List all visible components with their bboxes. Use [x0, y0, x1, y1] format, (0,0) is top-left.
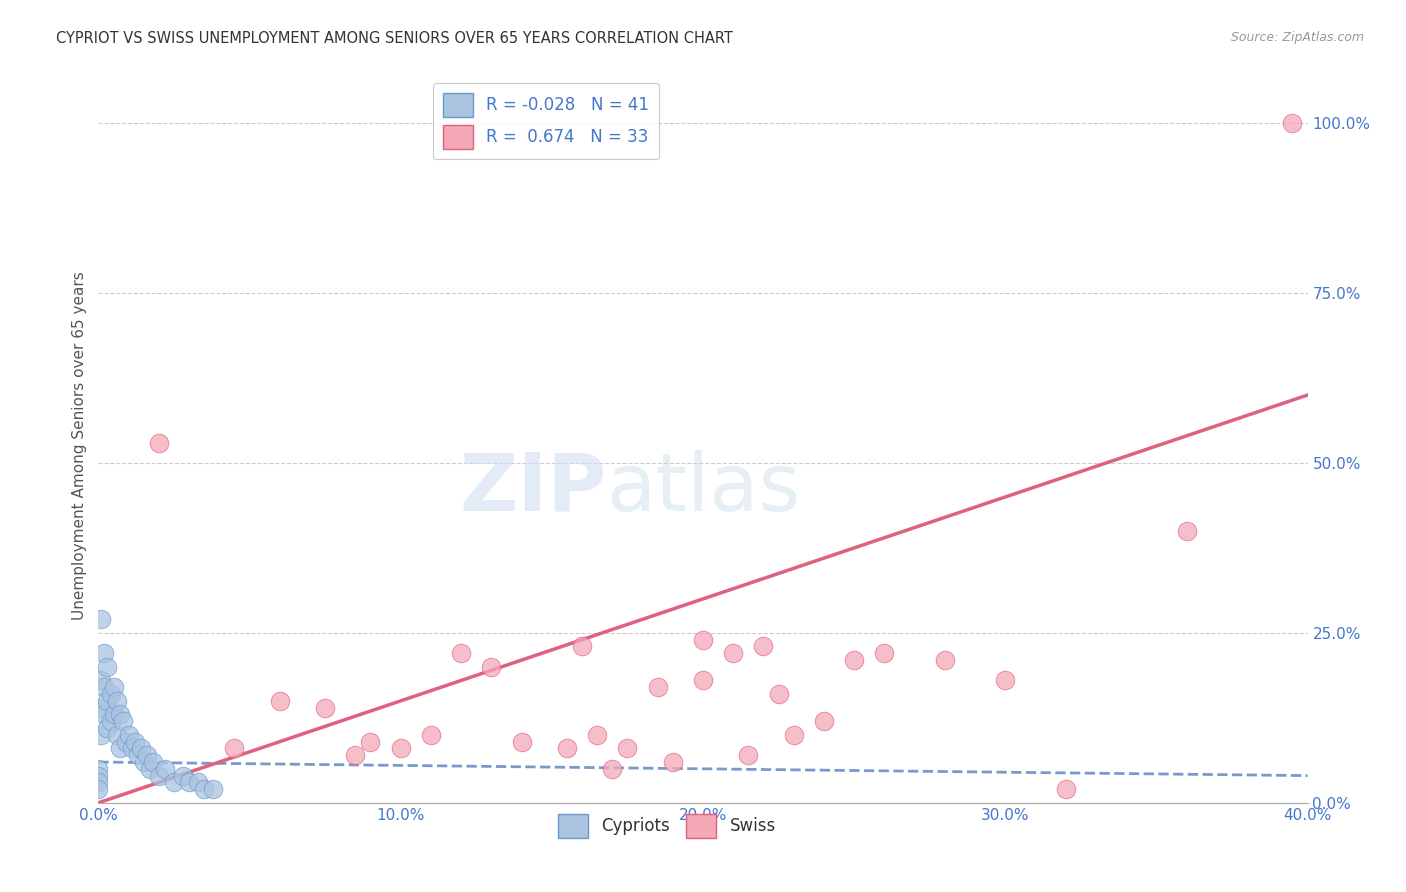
Point — [132, 755, 155, 769]
Point — [692, 673, 714, 688]
Text: Source: ZipAtlas.com: Source: ZipAtlas.com — [1230, 31, 1364, 45]
Point — [224, 741, 246, 756]
Point — [844, 653, 866, 667]
Text: ZIP: ZIP — [458, 450, 606, 528]
Point — [93, 680, 115, 694]
Point — [602, 762, 624, 776]
Point — [142, 755, 165, 769]
Point — [124, 734, 146, 748]
Point — [163, 775, 186, 789]
Point — [111, 714, 134, 729]
Point — [105, 694, 128, 708]
Point — [314, 700, 336, 714]
Point — [510, 734, 533, 748]
Point — [96, 694, 118, 708]
Point — [90, 673, 112, 688]
Point — [103, 707, 125, 722]
Text: atlas: atlas — [606, 450, 800, 528]
Point — [148, 769, 170, 783]
Point — [139, 762, 162, 776]
Point — [269, 694, 291, 708]
Point — [105, 728, 128, 742]
Point — [1281, 116, 1303, 130]
Point — [90, 728, 112, 742]
Point — [93, 707, 115, 722]
Point — [202, 782, 225, 797]
Point — [752, 640, 775, 654]
Point — [768, 687, 790, 701]
Point — [87, 782, 110, 797]
Point — [96, 660, 118, 674]
Point — [103, 680, 125, 694]
Point — [934, 653, 956, 667]
Y-axis label: Unemployment Among Seniors over 65 years: Unemployment Among Seniors over 65 years — [72, 272, 87, 620]
Point — [193, 782, 215, 797]
Point — [813, 714, 835, 729]
Point — [661, 755, 683, 769]
Point — [420, 728, 443, 742]
Point — [90, 700, 112, 714]
Point — [1054, 782, 1077, 797]
Point — [87, 769, 110, 783]
Point — [100, 714, 122, 729]
Point — [135, 748, 157, 763]
Point — [723, 646, 745, 660]
Point — [450, 646, 472, 660]
Point — [571, 640, 593, 654]
Point — [555, 741, 578, 756]
Point — [389, 741, 412, 756]
Point — [153, 762, 176, 776]
Text: CYPRIOT VS SWISS UNEMPLOYMENT AMONG SENIORS OVER 65 YEARS CORRELATION CHART: CYPRIOT VS SWISS UNEMPLOYMENT AMONG SENI… — [56, 31, 733, 46]
Point — [616, 741, 638, 756]
Point — [783, 728, 806, 742]
Point — [129, 741, 152, 756]
Point — [737, 748, 759, 763]
Point — [93, 646, 115, 660]
Point — [481, 660, 503, 674]
Point — [586, 728, 609, 742]
Point — [87, 775, 110, 789]
Point — [114, 734, 136, 748]
Point — [148, 435, 170, 450]
Point — [187, 775, 209, 789]
Point — [873, 646, 896, 660]
Point — [647, 680, 669, 694]
Point — [994, 673, 1017, 688]
Point — [87, 762, 110, 776]
Point — [1175, 524, 1198, 538]
Point — [179, 775, 201, 789]
Point — [344, 748, 367, 763]
Legend: Cypriots, Swiss: Cypriots, Swiss — [551, 807, 783, 845]
Point — [108, 741, 131, 756]
Point — [96, 721, 118, 735]
Point — [360, 734, 382, 748]
Point — [172, 769, 194, 783]
Point — [121, 741, 143, 756]
Point — [90, 612, 112, 626]
Point — [692, 632, 714, 647]
Point — [108, 707, 131, 722]
Point — [100, 687, 122, 701]
Point — [127, 748, 149, 763]
Point — [118, 728, 141, 742]
